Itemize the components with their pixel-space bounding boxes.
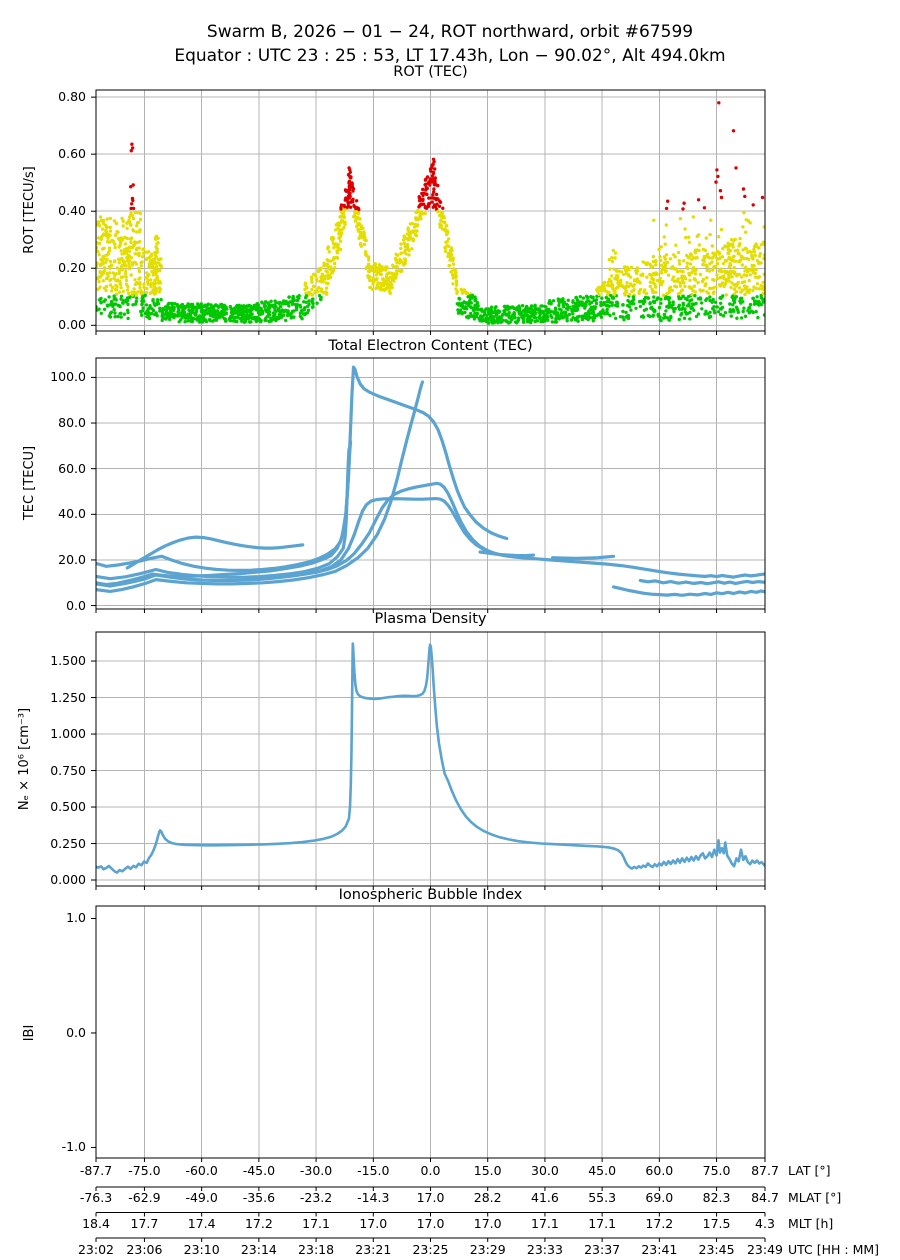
x-tick-label-row3: 23:33 <box>526 1241 563 1257</box>
x-tick-label-row1: -14.3 <box>357 1189 390 1205</box>
y-tick-label-ne: 1.250 <box>50 689 86 705</box>
y-tick-label-ne: 0.250 <box>50 835 86 851</box>
x-tick-label-row1: -23.2 <box>299 1189 333 1205</box>
x-tick-label-row2: 18.4 <box>82 1215 110 1231</box>
y-tick-label-tec: 80.0 <box>58 415 86 431</box>
x-tick-label-row3: 23:25 <box>412 1241 449 1257</box>
x-tick-label-row0: -87.7 <box>79 1162 113 1178</box>
axis-row-caption-mlt: MLT [h] <box>788 1215 834 1231</box>
y-tick-label-rot: 0.00 <box>58 317 86 333</box>
x-tick-label-row3: 23:14 <box>240 1241 277 1257</box>
x-tick-label-row0: -75.0 <box>128 1162 161 1178</box>
y-tick-label-tec: 60.0 <box>58 460 86 476</box>
x-tick-label-row3: 23:10 <box>183 1241 220 1257</box>
x-tick-label-row1: 41.6 <box>531 1189 559 1205</box>
x-tick-label-row0: 45.0 <box>588 1162 617 1178</box>
y-tick-label-rot: 0.80 <box>58 89 86 105</box>
panel-title-tec: Total Electron Content (TEC) <box>328 338 533 354</box>
x-tick-label-row2: 17.1 <box>302 1215 330 1231</box>
y-tick-label-tec: 20.0 <box>58 551 86 567</box>
x-tick-label-row1: -62.9 <box>128 1189 161 1205</box>
x-tick-label-row1: 17.0 <box>416 1189 445 1205</box>
figure-title: Swarm B, 2026 − 01 − 24, ROT northward, … <box>206 22 694 42</box>
x-tick-label-row0: -60.0 <box>185 1162 218 1178</box>
panel-title-rot: ROT (TEC) <box>393 64 468 80</box>
x-tick-label-row0: 15.0 <box>473 1162 502 1178</box>
axis-row-caption-utc: UTC [HH : MM] <box>788 1241 880 1257</box>
x-tick-label-row2: 17.1 <box>531 1215 559 1231</box>
x-tick-label-row3: 23:21 <box>355 1241 392 1257</box>
y-tick-label-ne: 0.750 <box>50 762 86 778</box>
x-tick-label-row0: 0.0 <box>420 1162 441 1178</box>
x-tick-label-row2: 17.0 <box>359 1215 388 1231</box>
y-tick-label-tec: 100.0 <box>50 369 86 385</box>
x-tick-label-row3: 23:02 <box>77 1241 115 1257</box>
y-tick-label-rot: 0.40 <box>58 203 86 219</box>
x-tick-label-row1: 69.0 <box>645 1189 674 1205</box>
x-tick-label-row0: -15.0 <box>357 1162 390 1178</box>
x-tick-label-row3: 23:41 <box>641 1241 678 1257</box>
x-tick-label-row1: 84.7 <box>751 1189 779 1205</box>
tec-curves <box>96 365 765 597</box>
x-tick-label-row1: 82.3 <box>702 1189 731 1205</box>
x-tick-label-row1: -76.3 <box>79 1189 113 1205</box>
y-tick-label-rot: 0.60 <box>58 146 86 162</box>
x-tick-label-row3: 23:49 <box>746 1241 784 1257</box>
x-tick-label-row1: -35.6 <box>242 1189 276 1205</box>
y-tick-label-ibi: -1.0 <box>61 1139 86 1155</box>
x-tick-label-row3: 23:29 <box>469 1241 506 1257</box>
x-tick-label-row2: 17.5 <box>702 1215 731 1231</box>
x-tick-label-row0: 75.0 <box>702 1162 731 1178</box>
x-tick-label-row1: 28.2 <box>473 1189 502 1205</box>
y-tick-label-ne: 1.500 <box>50 653 86 669</box>
rot-scatter-points <box>96 101 765 325</box>
x-tick-label-row0: 30.0 <box>531 1162 559 1178</box>
x-tick-label-row2: 17.1 <box>588 1215 617 1231</box>
x-tick-label-row0: -30.0 <box>299 1162 333 1178</box>
x-tick-label-row2: 17.2 <box>244 1215 273 1231</box>
y-tick-label-rot: 0.20 <box>58 260 86 276</box>
x-tick-label-row2: 17.2 <box>645 1215 674 1231</box>
x-tick-label-row2: 17.7 <box>130 1215 159 1231</box>
x-tick-label-row1: -49.0 <box>185 1189 218 1205</box>
plasma-density-curve <box>96 642 765 874</box>
x-tick-label-row3: 23:18 <box>298 1241 335 1257</box>
x-tick-label-row0: -45.0 <box>242 1162 276 1178</box>
panel-title-plasma-density: Plasma Density <box>374 611 487 627</box>
x-tick-label-row1: 55.3 <box>588 1189 617 1205</box>
x-tick-label-row2: 17.0 <box>473 1215 502 1231</box>
x-tick-label-row3: 23:45 <box>698 1241 735 1257</box>
panel-title-ibi: Ionospheric Bubble Index <box>338 887 523 903</box>
y-tick-label-ne: 0.000 <box>50 872 86 887</box>
y-tick-label-ne: 1.000 <box>50 726 86 742</box>
x-tick-label-row0: 87.7 <box>751 1162 779 1178</box>
x-tick-label-row2: 17.4 <box>187 1215 216 1231</box>
y-tick-label-tec: 0.0 <box>66 597 86 613</box>
figure-subtitle: Equator : UTC 23 : 25 : 53, LT 17.43h, L… <box>174 46 726 66</box>
y-tick-label-ne: 0.500 <box>50 799 86 815</box>
x-tick-label-row3: 23:06 <box>126 1241 163 1257</box>
y-tick-label-ibi: 1.0 <box>66 910 86 926</box>
axis-row-caption-lat: LAT [°] <box>788 1162 831 1178</box>
x-tick-label-row2: 4.3 <box>755 1215 775 1231</box>
y-tick-label-ibi: 0.0 <box>66 1024 86 1040</box>
x-tick-label-row0: 60.0 <box>645 1162 674 1178</box>
y-tick-label-tec: 40.0 <box>58 506 86 522</box>
axis-row-caption-mlat: MLAT [°] <box>788 1189 842 1205</box>
x-tick-label-row3: 23:37 <box>584 1241 621 1257</box>
x-tick-label-row2: 17.0 <box>416 1215 445 1231</box>
